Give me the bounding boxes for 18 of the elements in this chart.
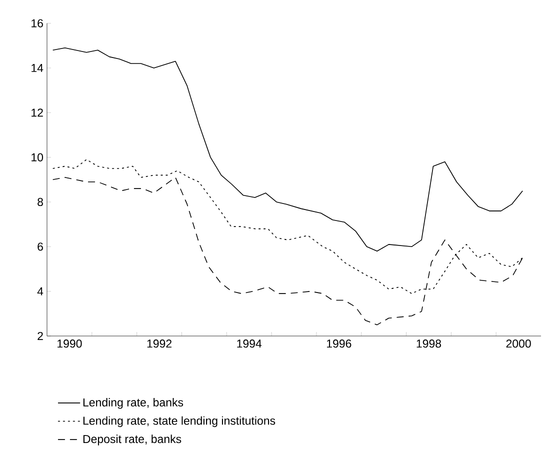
y-tick-label: 10 (32, 153, 44, 162)
y-tick-label: 8 (38, 198, 43, 206)
x-tick-label: 1994 (237, 340, 262, 348)
line-series (52, 47, 523, 252)
y-tick-label: 4 (37, 287, 44, 296)
x-tick-label: 1996 (326, 340, 352, 348)
x-tick-label: 1992 (147, 340, 172, 348)
x-tick-label: 1998 (416, 340, 442, 348)
y-tick-label: 2 (38, 332, 43, 340)
y-tick-label: 16 (32, 19, 43, 28)
y-tick-label: 12 (32, 108, 43, 117)
y-tick-label: 14 (32, 64, 44, 72)
x-tick-label: 1990 (58, 340, 82, 348)
legend-label: Lending rate, banks (83, 398, 184, 409)
legend-label: Deposit rate, banks (83, 434, 182, 446)
y-tick-label: 6 (38, 242, 43, 251)
x-tick-label: 2000 (506, 340, 531, 348)
legend-label: Lending rate, state lending institutions (83, 416, 276, 428)
